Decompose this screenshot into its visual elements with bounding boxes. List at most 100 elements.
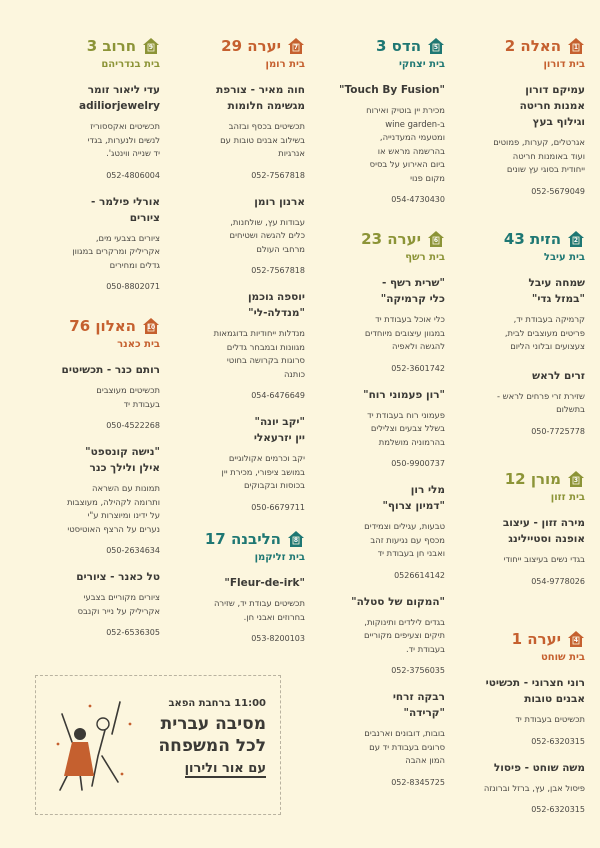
vendor-name: "Fleur-de-irk": [224, 577, 305, 589]
vendor-description: מכירת יין בוטיק ואירוח ב-wine garden ומט…: [366, 105, 445, 183]
house-section: 10 האלון 76 בית כאנר רותם כנר - תכשיטים תכשי…: [22, 315, 160, 651]
house-icon: 7: [287, 37, 305, 55]
vendor-phone: 052-3601742: [391, 363, 445, 373]
vendor-description: ציורים בצבעי מים, אקריליק ומרקרים במגוון…: [72, 232, 160, 270]
vendor-phone: 050-8802071: [106, 282, 160, 291]
house-section: 3 מורן 12 בית זזון מירה זזון - עיצוב אופנה …: [447, 468, 585, 600]
street-address: הליבנה 17: [204, 530, 281, 548]
house-number: 10: [146, 324, 156, 331]
family-name: בית רשף: [405, 252, 445, 263]
house-icon: 2: [567, 230, 585, 248]
house-header: 1 האלה 2: [447, 35, 585, 57]
vendor-entry: שמחה עיבל "במזל גדי" קרמיקה בעבודת יד, פר…: [447, 275, 585, 354]
vendor-phone: 050-7725778: [531, 426, 585, 436]
dancing-couple-illustration: [56, 701, 132, 791]
family-name: בית בנדריהם: [101, 59, 160, 70]
vendor-name: מירה זזון - עיצוב אופנה וסטיילינג: [502, 517, 585, 545]
event-box: 11:00 ברחבת הפאב מסיבה עברית לכל המשפחה …: [35, 675, 281, 815]
house-header: 6 יערה 23: [307, 228, 445, 250]
vendor-phone: 052-5679049: [531, 186, 585, 196]
street-address: האלה 2: [504, 37, 561, 55]
house-header: 9 חרוב 3: [22, 35, 160, 57]
street-address: הזית 43: [503, 230, 561, 248]
vendor-entry: "שרית רשף - כלי קרמיקה" כלי אוכל בעבודת י…: [307, 275, 445, 373]
house-section: 6 יערה 23 בית רשף "שרית רשף - כלי קרמיקה" כל…: [307, 228, 445, 801]
vendor-entry: יוספה גוכמן "מנדלה-לי" מנדלות ייחודיות בד…: [167, 289, 305, 400]
vendor-entry: מירה זזון - עיצוב אופנה וסטיילינג בגדי נש…: [447, 515, 585, 586]
family-name: בית שוחט: [540, 652, 585, 663]
vendor-name: עדי ליאור זומר adiliorjewelry: [79, 84, 160, 112]
vendor-name: "המקום של סטלה": [351, 595, 445, 608]
house-header: 7 יערה 29: [167, 35, 305, 57]
house-icon: 4: [567, 630, 585, 648]
vendor-description: ציורים מקוריים בצבעי אקריליק על נייר וקנ…: [77, 592, 160, 616]
house-number: 5: [433, 44, 439, 51]
vendor-description: כלי אוכל בעבודת יד במגוון עיצובים מיוחדי…: [364, 314, 445, 351]
vendor-entry: משה שוחט - פיסול פיסול אבן, עץ, ברזל וברו…: [447, 760, 585, 815]
house-section: 5 הדס 3 בית יצחקי "Touch By Fusion" מכירת יי…: [307, 35, 445, 218]
vendor-name: עמיקם דורון אמנות חריטה וגילוף בעץ: [519, 84, 585, 128]
house-section: 1 האלה 2 בית דורון עמיקם דורון אמנות חריטה …: [447, 35, 585, 210]
vendor-phone: 052-3756035: [391, 666, 445, 675]
house-header: 2 הזית 43: [447, 228, 585, 250]
vendor-phone: 054-4730430: [391, 195, 445, 204]
vendor-description: תכשיטים מעוצבים בעבודת יד: [96, 385, 160, 409]
vendor-name: "רון פעמוני רוח": [363, 388, 445, 401]
vendor-description: מנדלות ייחודיות בדוגמאות מגוונות ובמבחר …: [213, 328, 305, 379]
house-icon: 1: [567, 37, 585, 55]
vendor-entry: מלי רון "דמיון צרוף" טבעות, עגילים וצמידי…: [307, 482, 445, 580]
house-number: 4: [573, 637, 579, 644]
vendor-phone: 053-8200103: [251, 634, 305, 643]
vendor-name: זרים לראש: [532, 369, 585, 382]
vendor-description: קרמיקה בעבודת יד, פריטים מעוצבים לבית, צ…: [504, 314, 585, 351]
house-number: 8: [293, 537, 299, 544]
event-time-place: 11:00 ברחבת הפאב: [168, 698, 266, 709]
vendor-phone: 052-6320315: [531, 805, 585, 814]
vendor-phone: 052-4806004: [106, 170, 160, 180]
vendor-description: תכשיטים ואקססוריז לנשים ולנערות, בגדי יד…: [87, 121, 160, 158]
house-number: 6: [433, 237, 439, 244]
family-name: בית יצחקי: [398, 59, 445, 70]
vendor-description: פעמוני רוח בעבודת יד בשלל צבעים וצלילים …: [367, 409, 445, 447]
vendor-description: טבעות, עגילים וצמידים מכסף עם נגיעות זהב…: [364, 521, 445, 558]
street-address: חרוב 3: [86, 37, 136, 55]
house-icon: 5: [427, 37, 445, 55]
vendor-entry: "יקב יונה" יין יזרעאלי יקב וכרמים אקולוגי…: [167, 414, 305, 512]
house-header: 5 הדס 3: [307, 35, 445, 57]
vendor-entry: "Fleur-de-irk" תכשיטים עבודת יד, שזירה בח…: [167, 575, 305, 643]
house-header: 3 מורן 12: [447, 468, 585, 490]
house-section: 2 הזית 43 בית עיבל שמחה עיבל "במזל גדי" קרמי…: [447, 228, 585, 450]
vendor-description: תכשיטים עבודת יד, שזירה בחרוזים ואבני חן…: [213, 598, 305, 622]
vendor-phone: 052-7567818: [251, 266, 305, 275]
street-address: הדס 3: [376, 37, 421, 55]
vendor-entry: זרים לראש שזירת זרי פרחים לראש - בתשלום 05…: [447, 368, 585, 436]
vendor-entry: "המקום של סטלה" בגדים לילדים ותינוקות, תי…: [307, 594, 445, 676]
vendor-name: ארנון רומן: [254, 195, 305, 208]
vendor-entry: עמיקם דורון אמנות חריטה וגילוף בעץ אגרטלי…: [447, 82, 585, 196]
vendor-description: בגדי נשים בעיצוב ייחודי: [503, 554, 585, 564]
vendor-name: מלי רון "דמיון צרוף": [382, 484, 445, 512]
vendor-phone: 052-6320315: [531, 736, 585, 746]
house-header: 10 האלון 76: [22, 315, 160, 337]
family-name: בית זליקמן: [254, 552, 305, 563]
house-section: 9 חרוב 3 בית בנדריהם עדי ליאור זומר adilior…: [22, 35, 160, 305]
vendor-entry: "Touch By Fusion" מכירת יין בוטיק ואירוח …: [307, 82, 445, 204]
vendor-name: יוספה גוכמן "מנדלה-לי": [247, 291, 305, 319]
vendor-description: תכשיטים בעבודת יד: [515, 714, 585, 724]
vendor-description: בובות, דובונים וארנבים סרוגים בעבודת יד …: [364, 728, 445, 765]
vendor-description: יקב וכרמים אקולוגיים במושב ציפורי, מכירת…: [221, 453, 305, 490]
vendor-name: שמחה עיבל "במזל גדי": [528, 277, 585, 305]
vendor-phone: 050-4522268: [106, 421, 160, 430]
vendor-entry: "רון פעמוני רוח" פעמוני רוח בעבודת יד בשל…: [307, 387, 445, 469]
house-number: 7: [293, 44, 299, 51]
vendor-entry: "נישה קונספט" אילן ולילך כנר תמונות עם הש…: [22, 444, 160, 555]
vendor-description: עבודות עץ, שולחנות, כלים להגשה ושטיחים מ…: [229, 216, 305, 254]
vendor-entry: רבקה זרחי "קרידה" בובות, דובונים וארנבים …: [307, 689, 445, 787]
vendor-name: רוני חצרוני - תכשיטי אבנים טובות: [485, 677, 585, 705]
street-address: יערה 29: [221, 37, 281, 55]
vendor-description: תמונות עם השראה ותרומה לקהילה, מעוצבות ע…: [66, 483, 160, 534]
vendor-name: "יקב יונה" יין יזרעאלי: [253, 416, 305, 444]
house-icon: 8: [287, 530, 305, 548]
vendor-phone: 054-6476649: [251, 391, 305, 400]
vendor-entry: רוני חצרוני - תכשיטי אבנים טובות תכשיטים …: [447, 675, 585, 746]
